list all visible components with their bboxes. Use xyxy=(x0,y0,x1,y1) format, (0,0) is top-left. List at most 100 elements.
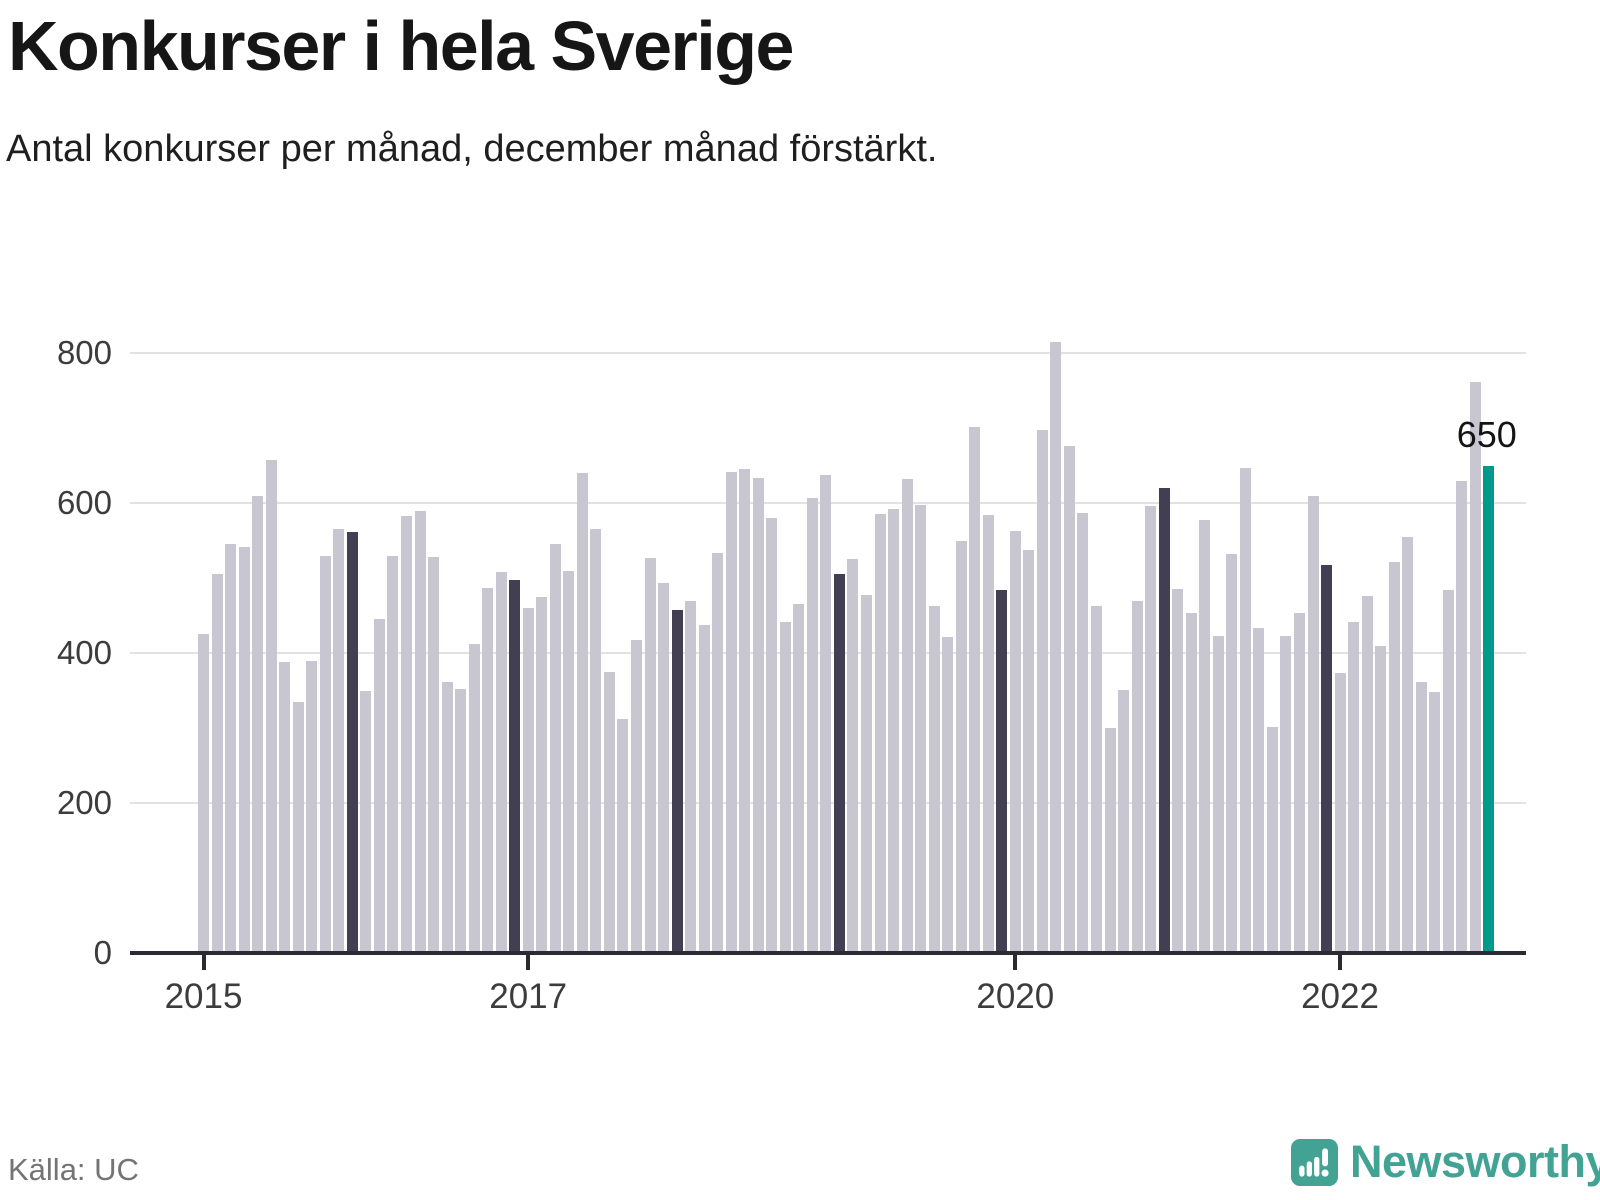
bar-2020-08 xyxy=(1104,728,1116,953)
x-axis-tick-label: 2020 xyxy=(976,977,1055,1016)
bar-2016-08 xyxy=(455,689,467,953)
bar-2016-01 xyxy=(360,690,372,953)
bar-2019-11 xyxy=(982,515,994,953)
bar-2017-11 xyxy=(658,582,669,953)
bar-2018-09 xyxy=(793,604,805,954)
y-gridline xyxy=(130,352,1526,354)
bar-2016-06 xyxy=(428,557,439,953)
bar-2016-04 xyxy=(400,515,412,954)
bar-2021-12 xyxy=(1321,564,1332,953)
bar-2015-11 xyxy=(333,528,345,953)
bar-2022-02 xyxy=(1348,622,1359,954)
bar-2017-10 xyxy=(644,557,656,954)
bar-2018-10 xyxy=(806,497,818,954)
bar-2020-07 xyxy=(1091,605,1102,954)
bar-2015-04 xyxy=(238,546,250,953)
x-axis-tick xyxy=(1338,955,1342,970)
bar-2016-02 xyxy=(373,619,385,954)
bar-2017-05 xyxy=(576,473,588,953)
bar-2022-05 xyxy=(1388,561,1400,953)
bar-2020-11 xyxy=(1145,506,1157,953)
bar-2015-07 xyxy=(279,662,291,953)
bar-2016-11 xyxy=(495,572,507,953)
bar-2022-09 xyxy=(1442,590,1454,953)
newsworthy-logo: Newsworthy xyxy=(1291,1136,1600,1188)
bar-2020-02 xyxy=(1023,549,1035,953)
brand-name: Newsworthy xyxy=(1350,1136,1600,1187)
bar-2018-03 xyxy=(712,552,724,953)
y-axis-tick-label: 600 xyxy=(56,484,112,521)
x-axis-tick-label: 2022 xyxy=(1301,977,1379,1016)
x-axis-tick-label: 2015 xyxy=(164,977,243,1016)
bar-chart-exclamation-icon xyxy=(1291,1138,1338,1186)
bar-2022-08 xyxy=(1429,692,1441,953)
bar-2017-06 xyxy=(590,529,602,954)
bar-2018-04 xyxy=(725,471,737,953)
bar-2019-02 xyxy=(861,594,872,953)
bar-2022-07 xyxy=(1415,682,1427,954)
bar-2016-12 xyxy=(509,579,521,953)
bar-2021-09 xyxy=(1280,635,1292,954)
bar-2021-02 xyxy=(1185,613,1197,954)
bar-2017-12 xyxy=(671,610,683,954)
bar-2017-09 xyxy=(631,639,642,953)
bar-2018-11 xyxy=(820,474,832,953)
bar-2022-01 xyxy=(1334,673,1346,954)
y-axis-tick-label: 400 xyxy=(56,634,112,671)
latest-value-label: 650 xyxy=(1456,413,1517,455)
x-axis-tick xyxy=(526,955,531,970)
bar-2015-02 xyxy=(211,574,223,954)
bar-2016-05 xyxy=(414,510,426,953)
x-axis-line xyxy=(130,951,1526,955)
bar-2021-06 xyxy=(1239,467,1251,954)
bar-2020-12 xyxy=(1158,488,1170,953)
bar-2019-08 xyxy=(942,637,954,954)
bar-2015-06 xyxy=(265,460,277,954)
bar-2022-06 xyxy=(1402,536,1414,954)
bar-2020-05 xyxy=(1063,446,1075,953)
bar-2016-09 xyxy=(468,644,480,953)
bar-2017-02 xyxy=(536,596,548,954)
bar-2018-01 xyxy=(685,600,697,953)
bar-2022-03 xyxy=(1361,596,1373,953)
bar-2020-06 xyxy=(1077,512,1089,954)
bar-2019-03 xyxy=(874,514,886,954)
y-axis-tick-label: 200 xyxy=(56,784,112,821)
bar-2019-05 xyxy=(901,479,913,953)
page-title: Konkurser i hela Sverige xyxy=(8,7,794,85)
bar-2020-10 xyxy=(1131,601,1143,954)
bar-2019-04 xyxy=(888,509,899,953)
bar-2021-08 xyxy=(1266,726,1278,953)
bar-2021-11 xyxy=(1307,496,1319,954)
bar-2016-07 xyxy=(441,681,453,953)
bar-2015-01 xyxy=(198,634,209,954)
x-axis-tick-label: 2017 xyxy=(489,977,568,1016)
bar-2015-08 xyxy=(292,701,304,954)
bar-2020-09 xyxy=(1118,689,1129,954)
y-axis-tick-label: 800 xyxy=(56,334,112,371)
bar-2015-05 xyxy=(252,495,264,953)
bar-2018-07 xyxy=(766,518,778,953)
bar-2017-01 xyxy=(522,608,534,953)
bar-2018-05 xyxy=(739,468,751,953)
bar-2019-06 xyxy=(915,505,927,954)
bar-2020-04 xyxy=(1050,341,1062,954)
bar-2016-03 xyxy=(387,555,399,953)
bar-2022-11 xyxy=(1469,382,1481,954)
bar-2021-04 xyxy=(1212,635,1224,954)
bar-2021-07 xyxy=(1253,628,1265,954)
bar-2021-10 xyxy=(1293,613,1305,954)
bar-2019-01 xyxy=(847,559,859,954)
bar-2021-01 xyxy=(1172,588,1184,953)
bar-2021-05 xyxy=(1226,554,1238,953)
bar-2015-09 xyxy=(306,660,318,953)
bar-2020-01 xyxy=(1009,530,1021,954)
y-axis-tick-label: 0 xyxy=(93,934,112,971)
bar-2017-03 xyxy=(549,544,561,954)
bar-2018-06 xyxy=(752,478,764,954)
bar-2017-04 xyxy=(563,570,575,953)
source-note: Källa: UC xyxy=(8,1152,139,1187)
bar-2018-02 xyxy=(698,624,710,953)
bar-2019-12 xyxy=(996,590,1008,953)
bar-2022-10 xyxy=(1456,480,1468,953)
